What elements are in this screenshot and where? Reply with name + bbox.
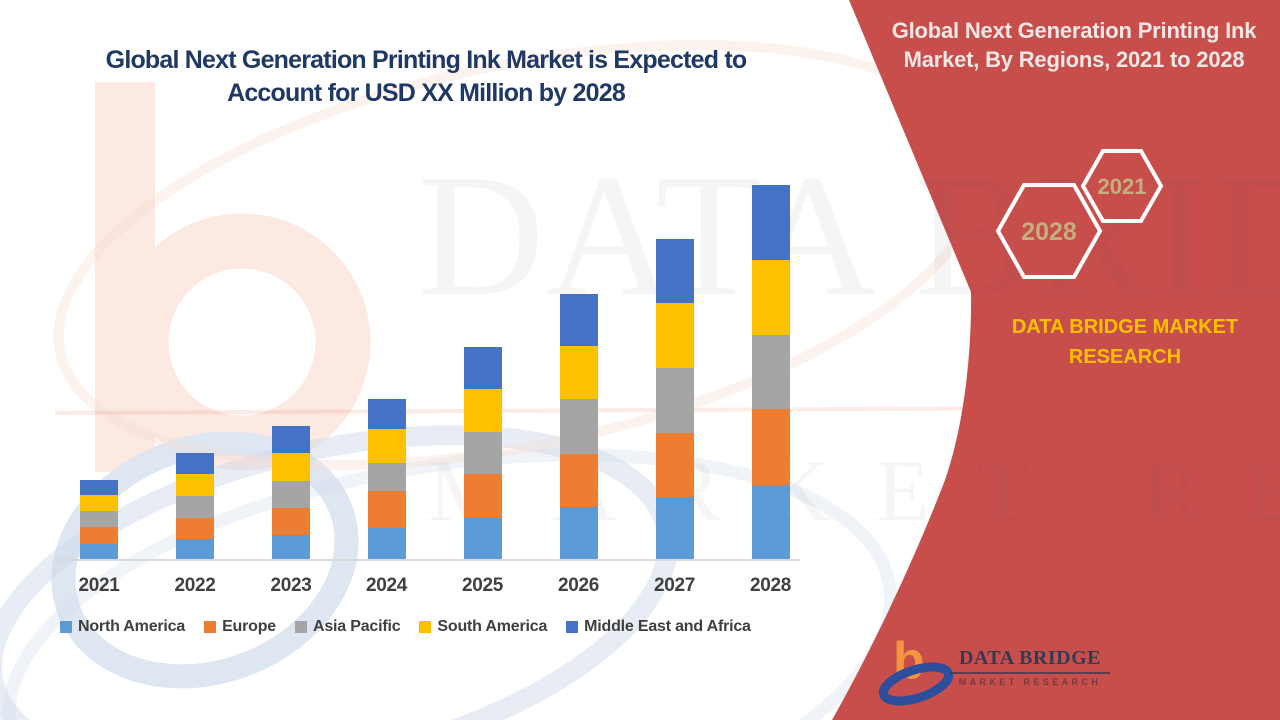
footer-logo-text: DATA BRIDGE MARKET RESEARCH bbox=[950, 647, 1110, 687]
bar-segment-2027-europe bbox=[655, 433, 694, 497]
bar-segment-2021-middle-east-and-africa bbox=[80, 480, 118, 495]
legend-item-asia-pacific: Asia Pacific bbox=[294, 618, 401, 636]
bar-segment-2023-asia-pacific bbox=[272, 481, 310, 508]
legend-item-europe: Europe bbox=[204, 618, 276, 636]
bar-segment-2028-asia-pacific bbox=[751, 335, 790, 409]
bar-segment-2023-south-america bbox=[272, 453, 310, 481]
bar-2021 bbox=[80, 480, 118, 560]
bar-segment-2022-europe bbox=[176, 518, 214, 539]
x-axis-label-2023: 2023 bbox=[270, 575, 312, 596]
bar-segment-2022-middle-east-and-africa bbox=[176, 453, 214, 474]
x-axis-label-2027: 2027 bbox=[653, 575, 696, 596]
bar-segment-2025-north-america bbox=[463, 518, 502, 560]
legend-swatch-icon bbox=[294, 621, 307, 633]
legend-label: Asia Pacific bbox=[312, 618, 401, 635]
bar-segment-2028-europe bbox=[751, 409, 790, 485]
legend-label: Middle East and Africa bbox=[584, 618, 751, 635]
bar-2022 bbox=[176, 453, 214, 560]
bar-segment-2022-asia-pacific bbox=[176, 496, 214, 518]
sidebar-heading-line2: Market, By Regions, 2021 to 2028 bbox=[903, 47, 1245, 72]
bar-segment-2023-middle-east-and-africa bbox=[272, 426, 310, 453]
legend-label: North America bbox=[78, 618, 186, 635]
bar-segment-2022-south-america bbox=[176, 474, 214, 496]
bar-2028 bbox=[751, 185, 790, 560]
bar-2024 bbox=[367, 399, 406, 560]
sidebar-heading-line1: Global Next Generation Printing Ink bbox=[891, 18, 1257, 43]
sidebar-heading: Global Next Generation Printing Ink Mark… bbox=[872, 16, 1276, 74]
bar-segment-2025-middle-east-and-africa bbox=[463, 347, 502, 389]
x-axis-line bbox=[55, 559, 800, 561]
bar-segment-2025-south-america bbox=[463, 389, 502, 432]
bar-2025 bbox=[463, 347, 502, 560]
bar-segment-2027-asia-pacific bbox=[655, 368, 694, 433]
bar-segment-2027-north-america bbox=[655, 497, 694, 560]
x-axis-label-2026: 2026 bbox=[557, 575, 600, 596]
x-axis-label-2028: 2028 bbox=[749, 575, 792, 596]
chart-title-line1: Global Next Generation Printing Ink Mark… bbox=[105, 46, 747, 74]
bar-segment-2028-north-america bbox=[751, 485, 790, 560]
legend-swatch-icon bbox=[204, 621, 217, 633]
bar-segment-2021-south-america bbox=[80, 495, 118, 511]
bar-segment-2024-south-america bbox=[367, 429, 406, 463]
bar-segment-2023-europe bbox=[272, 508, 310, 535]
bar-segment-2026-asia-pacific bbox=[559, 399, 598, 454]
bar-segment-2026-north-america bbox=[559, 507, 598, 560]
chart-title: Global Next Generation Printing Ink Mark… bbox=[60, 44, 792, 110]
footer-logo-name: DATA BRIDGE bbox=[950, 647, 1110, 674]
bar-segment-2024-asia-pacific bbox=[367, 463, 406, 491]
x-axis-label-2022: 2022 bbox=[174, 575, 216, 596]
x-axis-label-2021: 2021 bbox=[78, 575, 120, 596]
bar-segment-2021-asia-pacific bbox=[80, 511, 118, 527]
bar-segment-2028-south-america bbox=[751, 260, 790, 335]
x-axis-label-2024: 2024 bbox=[365, 575, 408, 596]
bar-segment-2026-middle-east-and-africa bbox=[559, 294, 598, 346]
legend-item-middle-east-and-africa: Middle East and Africa bbox=[566, 618, 751, 636]
bar-segment-2024-north-america bbox=[367, 528, 406, 560]
bar-segment-2026-europe bbox=[559, 454, 598, 507]
x-axis-label-2025: 2025 bbox=[461, 575, 504, 596]
bar-segment-2027-middle-east-and-africa bbox=[655, 239, 694, 303]
bar-segment-2024-middle-east-and-africa bbox=[367, 399, 406, 429]
bar-2023 bbox=[272, 426, 310, 560]
footer-logo-subtitle: MARKET RESEARCH bbox=[958, 677, 1102, 687]
bar-segment-2028-middle-east-and-africa bbox=[751, 185, 790, 260]
bar-segment-2026-south-america bbox=[559, 346, 598, 399]
legend-swatch-icon bbox=[419, 621, 432, 633]
legend-item-north-america: North America bbox=[60, 618, 185, 636]
brand-text: DATA BRIDGE MARKET RESEARCH bbox=[1011, 316, 1239, 368]
bar-segment-2025-asia-pacific bbox=[463, 432, 502, 474]
bar-segment-2023-north-america bbox=[272, 535, 310, 560]
bar-segment-2025-europe bbox=[463, 474, 502, 518]
bar-2027 bbox=[655, 239, 694, 560]
bar-segment-2021-europe bbox=[80, 527, 118, 544]
legend-label: Europe bbox=[222, 618, 276, 635]
bar-segment-2027-south-america bbox=[655, 303, 694, 368]
legend-swatch-icon bbox=[60, 621, 72, 633]
bar-segment-2022-north-america bbox=[176, 539, 214, 560]
bar-segment-2024-europe bbox=[367, 491, 406, 528]
bar-segment-2021-north-america bbox=[80, 544, 118, 560]
chart-title-line2: Account for USD XX Million by 2028 bbox=[227, 79, 626, 107]
legend-item-south-america: South America bbox=[419, 618, 547, 636]
legend-swatch-icon bbox=[566, 621, 579, 633]
legend-label: South America bbox=[437, 618, 548, 635]
bar-2026 bbox=[559, 294, 598, 560]
legend: North America Europe Asia Pacific South Ame… bbox=[60, 618, 751, 636]
